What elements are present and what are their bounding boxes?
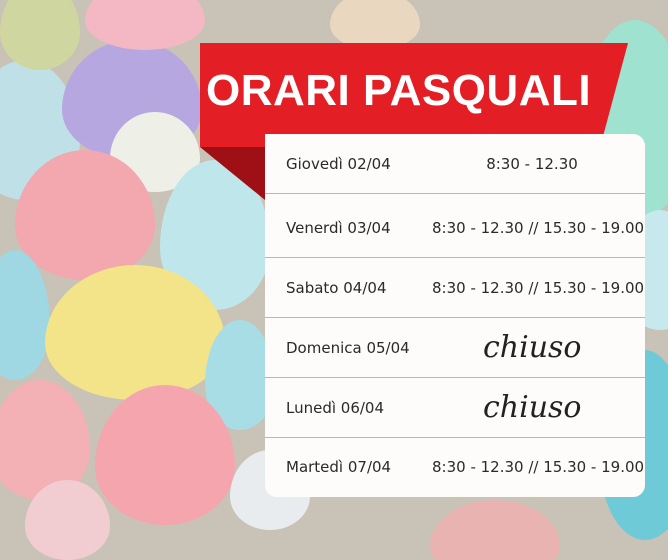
hours-value: 8:30 - 12.30 — [486, 154, 578, 173]
day-label: Domenica 05/04 — [286, 338, 410, 357]
day-label: Sabato 04/04 — [286, 278, 387, 297]
closed-label: chiuso — [483, 330, 582, 365]
schedule-row: Giovedì 02/04 8:30 - 12.30 — [265, 134, 645, 194]
title-banner — [200, 43, 628, 147]
schedule-row: Sabato 04/04 8:30 - 12.30 // 15.30 - 19.… — [265, 258, 645, 318]
day-label: Lunedì 06/04 — [286, 398, 385, 417]
hours-value: 8:30 - 12.30 // 15.30 - 19.00 — [432, 278, 645, 297]
page-title: ORARI PASQUALI — [206, 66, 592, 115]
schedule-row: Venerdì 03/04 8:30 - 12.30 // 15.30 - 19… — [265, 198, 645, 258]
day-label: Giovedì 02/04 — [286, 154, 391, 173]
schedule-row: Domenica 05/04 chiuso — [265, 318, 645, 378]
closed-label: chiuso — [483, 390, 582, 425]
hours-value: 8:30 - 12.30 // 15.30 - 19.00 — [432, 458, 645, 476]
day-label: Martedì 07/04 — [286, 458, 392, 476]
schedule-card: Giovedì 02/04 8:30 - 12.30 Venerdì 03/04… — [265, 134, 645, 497]
hours-value: 8:30 - 12.30 // 15.30 - 19.00 — [432, 218, 645, 237]
schedule-row: Martedì 07/04 8:30 - 12.30 // 15.30 - 19… — [265, 437, 645, 497]
day-label: Venerdì 03/04 — [286, 218, 391, 237]
schedule-row: Lunedì 06/04 chiuso — [265, 378, 645, 438]
